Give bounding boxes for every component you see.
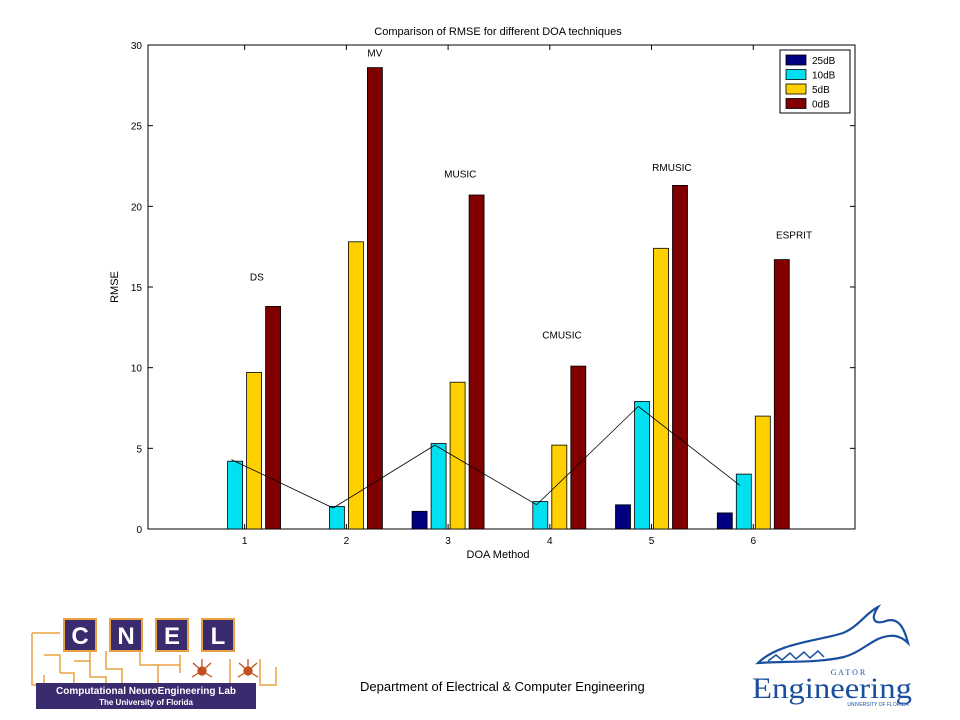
legend-label-10dB: 10dB [812, 71, 836, 82]
trend-line [231, 405, 741, 509]
bar-10dB-method-5 [634, 401, 650, 530]
bar-5dB-method-4 [551, 444, 568, 530]
trend-layer [231, 405, 741, 509]
legend-swatch-25dB [785, 54, 807, 66]
bar-5dB-method-1 [246, 372, 263, 530]
bar-0dB-method-1 [265, 305, 282, 530]
bar-5dB-method-5 [653, 247, 669, 530]
bar-5dB-method-3 [449, 381, 466, 530]
gator-icon [755, 604, 911, 665]
cnel-banner [36, 683, 256, 709]
annotation-layer: DS MV MUSIC CMUSIC RMUSIC ESPRIT [250, 48, 812, 341]
chart-title: Comparison of RMSE for different DOA tec… [374, 26, 622, 38]
neuron-icons [191, 659, 259, 678]
legend: 25dB 10dB 5dB 0dB [779, 49, 851, 114]
bar-0dB-method-5 [672, 184, 688, 530]
y-tick-label: 15 [131, 283, 143, 294]
x-tick-label: 5 [649, 536, 655, 547]
gator-main-text: Engineering [752, 672, 912, 705]
cnel-letter-n: N [117, 623, 134, 650]
bar-0dB-method-3 [468, 194, 485, 530]
x-axis-label: DOA Method [467, 549, 530, 561]
annotation-rmusic: RMUSIC [652, 163, 691, 174]
legend-label-5dB: 5dB [812, 85, 830, 96]
bar-25dB-method-5 [615, 504, 631, 530]
gator-mouth-lines [767, 649, 825, 662]
gator-sub-text: UNIVERSITY OF FLORIDA [847, 702, 909, 708]
bar-chart: Comparison of RMSE for different DOA tec… [109, 26, 856, 561]
department-text: Department of Electrical & Computer Engi… [360, 679, 645, 694]
axes-layer: 0 5 10 15 20 25 30 1 2 3 4 5 6 [131, 41, 855, 547]
x-tick-label: 1 [242, 536, 248, 547]
bar-10dB-method-4 [532, 501, 549, 530]
bar-25dB-method-3 [411, 510, 428, 530]
legend-label-25dB: 25dB [812, 56, 836, 67]
y-tick-label: 0 [136, 525, 142, 536]
y-axis-label: RMSE [109, 271, 121, 303]
annotation-ds: DS [250, 273, 264, 284]
cnel-line2: The University of Florida [99, 698, 193, 707]
legend-swatch-5dB [785, 83, 807, 95]
annotation-cmusic: CMUSIC [542, 331, 581, 342]
bar-0dB-method-4 [570, 365, 587, 530]
cnel-line1: Computational NeuroEngineering Lab [56, 686, 236, 697]
bar-5dB-method-6 [754, 415, 771, 530]
gator-top-text: G A T O R [831, 668, 866, 677]
x-tick-label: 6 [750, 536, 756, 547]
cnel-letter-box [63, 618, 97, 652]
bars-layer [227, 67, 790, 530]
bar-25dB-method-6 [716, 512, 733, 530]
legend-label-0dB: 0dB [812, 100, 830, 111]
gator-engineering-logo: G A T O R Engineering UNIVERSITY OF FLOR… [752, 604, 912, 708]
annotation-music: MUSIC [444, 169, 476, 180]
bar-0dB-method-6 [773, 259, 790, 530]
bar-0dB-method-2 [366, 67, 383, 530]
y-tick-label: 20 [131, 202, 143, 213]
bar-10dB-method-6 [735, 473, 752, 530]
x-tick-label: 3 [445, 536, 451, 547]
x-tick-label: 2 [344, 536, 350, 547]
annotation-mv: MV [367, 48, 382, 59]
y-tick-label: 5 [136, 444, 142, 455]
cnel-letter-box [201, 618, 235, 652]
y-tick-label: 10 [131, 364, 143, 375]
annotation-esprit: ESPRIT [776, 231, 812, 242]
x-tick-label: 4 [547, 536, 553, 547]
cnel-letter-c: C [71, 623, 88, 650]
cnel-letter-box [109, 618, 143, 652]
bar-10dB-method-3 [430, 443, 447, 530]
bar-10dB-method-1 [227, 460, 244, 530]
bar-10dB-method-2 [328, 505, 345, 530]
cnel-letter-box [155, 618, 189, 652]
cnel-letter-l: L [211, 623, 226, 650]
bar-5dB-method-2 [347, 241, 364, 530]
y-tick-label: 30 [131, 41, 143, 52]
cnel-letter-e: E [164, 623, 180, 650]
legend-swatch-10dB [785, 69, 807, 80]
y-tick-label: 25 [131, 122, 143, 133]
legend-swatch-0dB [785, 98, 807, 109]
